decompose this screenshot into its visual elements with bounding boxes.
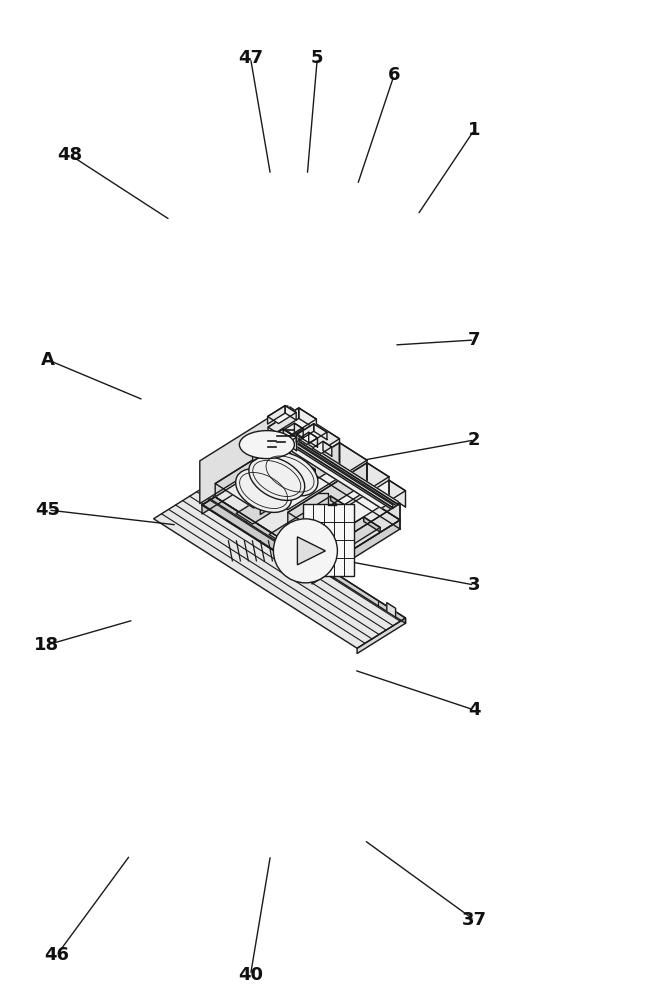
- Polygon shape: [290, 450, 400, 529]
- Polygon shape: [202, 450, 400, 575]
- Polygon shape: [295, 423, 303, 438]
- Polygon shape: [297, 537, 325, 565]
- Polygon shape: [299, 408, 317, 430]
- Text: 47: 47: [238, 49, 263, 67]
- Text: 2: 2: [468, 431, 480, 449]
- Text: 3: 3: [468, 576, 480, 594]
- Polygon shape: [202, 450, 290, 514]
- Text: 40: 40: [238, 966, 263, 984]
- Polygon shape: [296, 424, 327, 443]
- Polygon shape: [154, 488, 405, 648]
- Polygon shape: [261, 443, 339, 514]
- Polygon shape: [314, 424, 327, 440]
- Polygon shape: [323, 441, 332, 456]
- Polygon shape: [387, 603, 395, 617]
- Polygon shape: [285, 406, 296, 420]
- Polygon shape: [268, 406, 285, 424]
- Polygon shape: [339, 443, 367, 483]
- Polygon shape: [215, 445, 315, 508]
- Polygon shape: [288, 463, 389, 526]
- Polygon shape: [288, 463, 367, 532]
- Text: A: A: [41, 351, 55, 369]
- Text: 7: 7: [468, 331, 480, 349]
- Polygon shape: [309, 432, 317, 447]
- Text: 48: 48: [57, 146, 83, 164]
- Polygon shape: [202, 434, 400, 558]
- Polygon shape: [310, 480, 405, 540]
- Polygon shape: [283, 437, 395, 508]
- Polygon shape: [283, 435, 393, 508]
- Polygon shape: [363, 517, 380, 532]
- Polygon shape: [202, 488, 312, 575]
- Polygon shape: [268, 406, 296, 424]
- Circle shape: [273, 519, 337, 583]
- Bar: [303, 504, 354, 576]
- Polygon shape: [253, 429, 283, 462]
- Ellipse shape: [236, 469, 291, 512]
- Text: 5: 5: [311, 49, 323, 67]
- Text: 4: 4: [468, 701, 480, 719]
- Polygon shape: [312, 504, 400, 575]
- Polygon shape: [261, 443, 367, 510]
- Polygon shape: [268, 408, 299, 438]
- Text: 46: 46: [44, 946, 69, 964]
- Polygon shape: [284, 423, 303, 435]
- Polygon shape: [200, 406, 288, 504]
- Polygon shape: [288, 432, 398, 505]
- Ellipse shape: [262, 452, 318, 496]
- Polygon shape: [268, 408, 317, 438]
- Polygon shape: [281, 438, 393, 509]
- Polygon shape: [269, 496, 347, 545]
- Polygon shape: [211, 407, 290, 483]
- Polygon shape: [290, 434, 400, 520]
- Polygon shape: [313, 441, 332, 454]
- Polygon shape: [296, 424, 314, 442]
- Polygon shape: [290, 407, 339, 465]
- Polygon shape: [331, 496, 347, 511]
- Polygon shape: [312, 520, 400, 584]
- Polygon shape: [277, 445, 315, 483]
- Polygon shape: [236, 475, 314, 524]
- Polygon shape: [211, 407, 339, 488]
- Polygon shape: [298, 475, 314, 490]
- Polygon shape: [302, 517, 380, 566]
- Text: 6: 6: [388, 66, 400, 84]
- Polygon shape: [389, 480, 405, 507]
- Polygon shape: [215, 445, 277, 497]
- Polygon shape: [202, 434, 290, 505]
- Polygon shape: [253, 429, 297, 456]
- Polygon shape: [357, 618, 405, 654]
- Text: 45: 45: [35, 501, 61, 519]
- Text: 1: 1: [468, 121, 480, 139]
- Polygon shape: [202, 488, 405, 623]
- Polygon shape: [283, 429, 297, 451]
- Polygon shape: [287, 435, 398, 506]
- Polygon shape: [367, 463, 389, 496]
- Ellipse shape: [239, 431, 295, 459]
- Text: 18: 18: [34, 636, 59, 654]
- Text: 37: 37: [462, 911, 487, 929]
- Polygon shape: [298, 432, 317, 444]
- Ellipse shape: [249, 457, 305, 500]
